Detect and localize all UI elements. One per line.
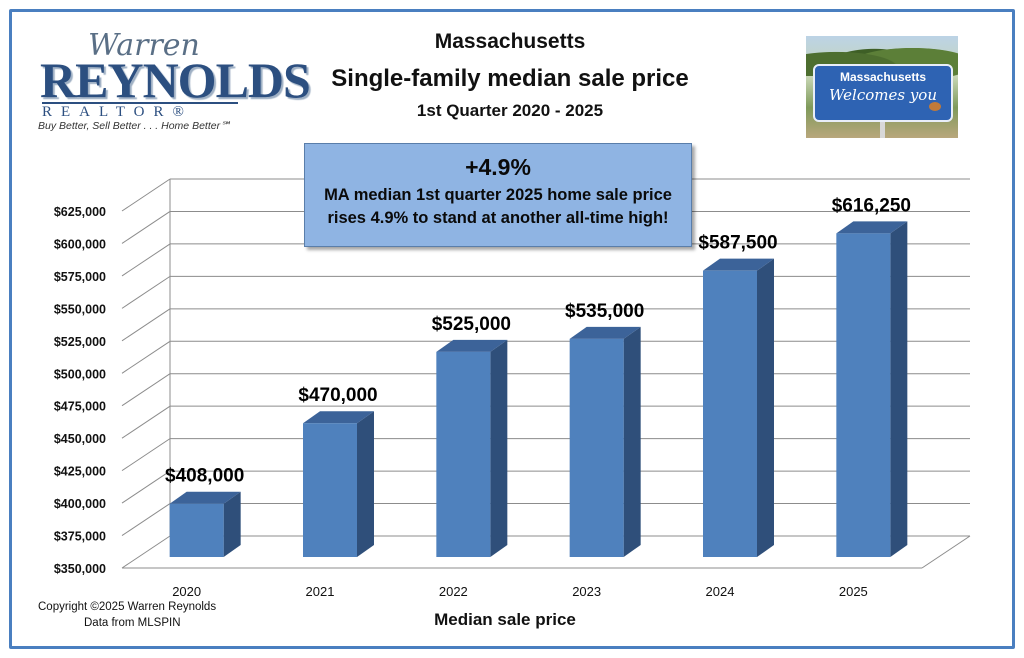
logo-divider <box>42 102 238 104</box>
gridline-wall <box>121 178 171 212</box>
data-label: $587,500 <box>698 233 777 254</box>
bar-top <box>569 326 641 339</box>
data-label: $470,000 <box>298 385 377 406</box>
x-tick-label: 2021 <box>306 584 335 599</box>
sign-post <box>880 122 885 138</box>
y-tick-label: $500,000 <box>54 367 106 381</box>
logo-tagline: Buy Better, Sell Better . . . Home Bette… <box>38 120 231 132</box>
logo-script-text: Warren <box>88 28 200 63</box>
y-tick-label: $475,000 <box>54 400 106 414</box>
bar <box>703 270 757 557</box>
data-label: $525,000 <box>432 314 511 335</box>
gridline-wall <box>121 275 171 309</box>
gridline-wall <box>121 438 171 472</box>
copyright-text: Copyright ©2025 Warren Reynolds <box>38 601 217 613</box>
x-tick-label: 2024 <box>706 584 735 599</box>
callout-headline: +4.9% <box>465 154 531 180</box>
data-source-text: Data from MLSPIN <box>84 617 181 629</box>
y-tick-label: $575,000 <box>54 270 106 284</box>
y-tick-label: $525,000 <box>54 335 106 349</box>
gridline-wall <box>121 535 171 569</box>
y-tick-label: $600,000 <box>54 237 106 251</box>
y-tick-label: $375,000 <box>54 530 106 544</box>
gridline-wall <box>121 340 171 374</box>
y-tick-label: $625,000 <box>54 205 106 219</box>
data-label: $535,000 <box>565 301 644 322</box>
bar-side <box>490 339 508 557</box>
bar-top <box>836 221 908 234</box>
bar <box>303 423 357 557</box>
bar-side <box>223 491 241 557</box>
chart-subtitle-period: 1st Quarter 2020 - 2025 <box>416 101 604 120</box>
realtor-logo: Warren REYNOLDS REALTOR® Buy Better, Sel… <box>36 28 311 138</box>
bird-icon <box>929 102 941 111</box>
bar-side <box>357 411 374 557</box>
x-tick-label: 2023 <box>572 584 601 599</box>
chart-subtitle: Single-family median sale price <box>331 65 689 92</box>
bar-side <box>890 221 908 558</box>
bar-top <box>436 339 508 352</box>
logo-name-text: REYNOLDS <box>40 52 311 108</box>
bar-side <box>757 258 774 557</box>
y-tick-label: $550,000 <box>54 302 106 316</box>
sign-state-text: Massachusetts <box>839 70 927 84</box>
data-label: $616,250 <box>832 195 911 216</box>
bar-top <box>169 491 241 504</box>
y-tick-label: $400,000 <box>54 497 106 511</box>
callout-box: +4.9% MA median 1st quarter 2025 home sa… <box>304 143 692 247</box>
bar <box>569 338 624 557</box>
x-tick-label: 2022 <box>439 584 468 599</box>
chart-title: Massachusetts <box>434 30 586 53</box>
bar-top <box>303 411 374 424</box>
gridline-wall <box>121 470 171 504</box>
gridline-wall <box>121 373 171 407</box>
y-tick-label: $350,000 <box>54 562 106 576</box>
bar-side <box>623 326 641 557</box>
bar-top <box>703 258 774 271</box>
logo-realtor-text: REALTOR® <box>42 104 193 120</box>
callout-text: MA median 1st quarter 2025 home sale pri… <box>324 186 672 227</box>
floor-right-edge <box>921 535 971 569</box>
data-label: $408,000 <box>165 466 244 487</box>
sign-board: Massachusetts Welcomes you <box>813 64 953 122</box>
bar <box>169 503 224 557</box>
x-axis-label: Median sale price <box>434 610 576 629</box>
gridline-wall <box>121 308 171 342</box>
bar <box>436 351 491 557</box>
y-tick-label: $425,000 <box>54 465 106 479</box>
bar <box>836 233 891 558</box>
gridline-wall <box>121 405 171 439</box>
gridline-wall <box>121 503 171 536</box>
gridline-wall <box>121 243 171 277</box>
welcome-sign-photo: Massachusetts Welcomes you <box>806 36 958 138</box>
x-tick-label: 2025 <box>839 584 868 599</box>
sign-welcome-text: Welcomes you <box>828 86 938 104</box>
gridline-wall <box>121 211 171 244</box>
x-tick-label: 2020 <box>172 584 201 599</box>
y-tick-label: $450,000 <box>54 432 106 446</box>
